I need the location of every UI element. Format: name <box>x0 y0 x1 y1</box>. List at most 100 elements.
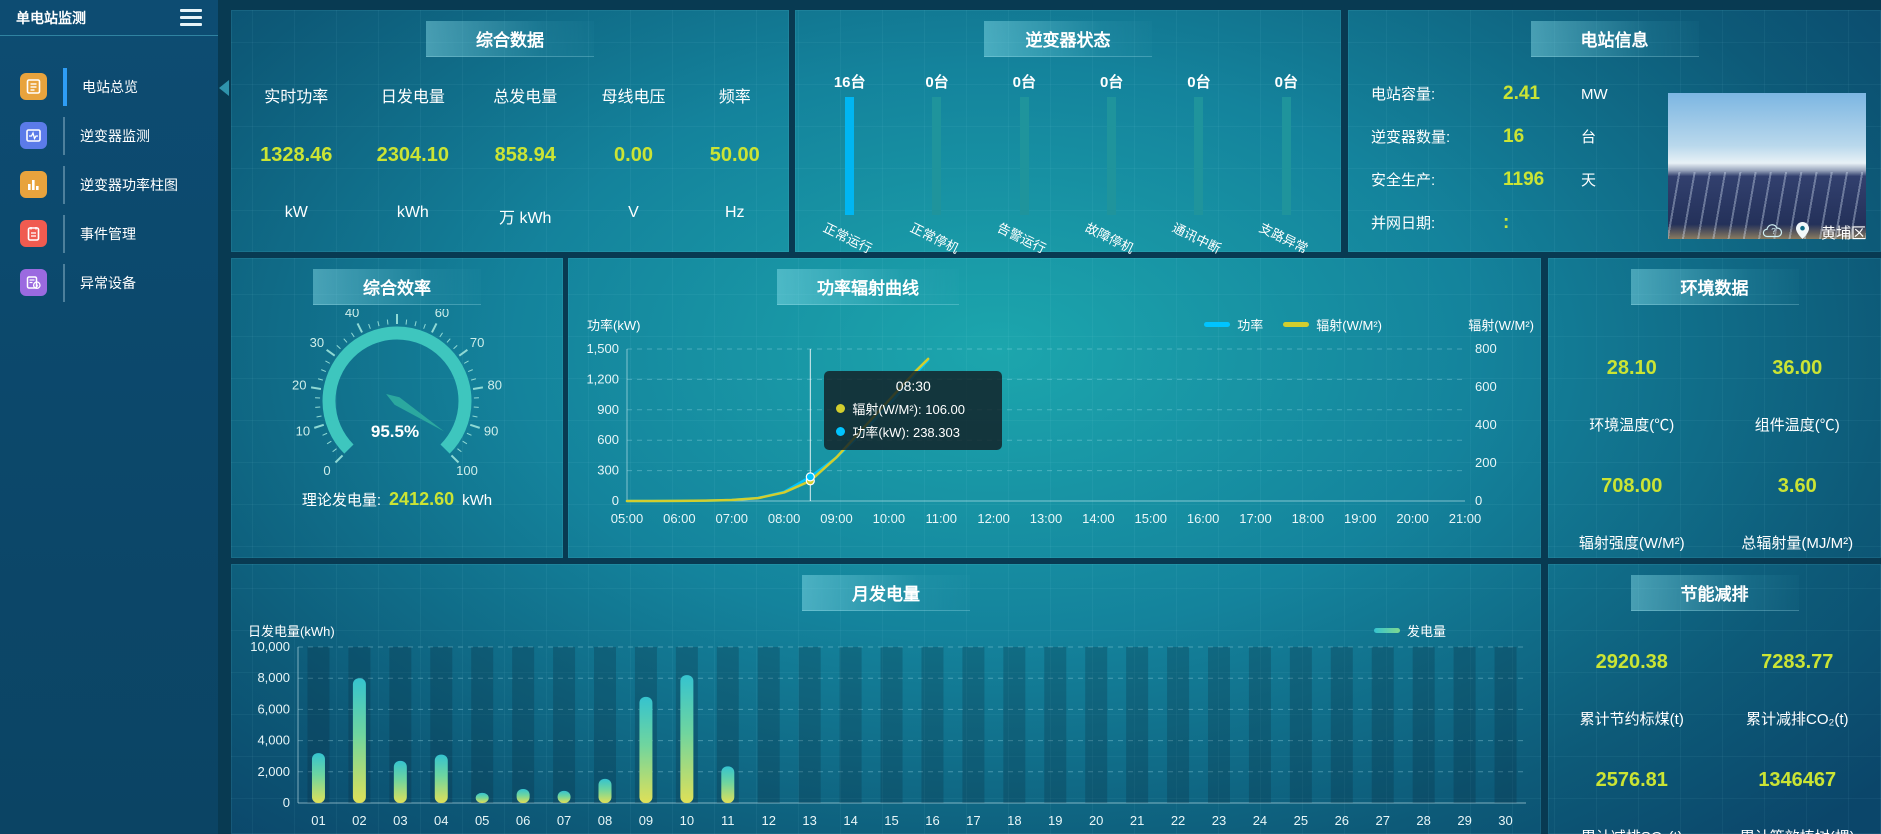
metric-coal-saved: 2920.38 累计节约标煤(t) <box>1549 651 1715 729</box>
legend-item[interactable]: 功率 <box>1204 315 1263 334</box>
svg-text:11: 11 <box>721 813 735 828</box>
hamburger-menu-icon[interactable] <box>180 9 202 26</box>
svg-text:1,500: 1,500 <box>586 341 619 356</box>
svg-text:24: 24 <box>1253 813 1267 828</box>
sidebar-item-label: 逆变器监测 <box>80 127 150 144</box>
station-photo <box>1668 93 1866 239</box>
notebook-icon <box>20 220 47 247</box>
legend-swatch <box>1283 322 1310 327</box>
svg-text:10: 10 <box>680 813 694 828</box>
power-chart-meta: 功率(kW) 功率 辐射(W/M²) 辐射(W/M²) <box>569 313 1540 337</box>
metric-frequency: 频率 50.00 Hz <box>710 83 760 228</box>
status-label: 支路异常 <box>1257 220 1311 257</box>
status-bar <box>932 97 942 215</box>
panel-title: 逆变器状态 <box>984 21 1152 57</box>
svg-text:13:00: 13:00 <box>1030 511 1063 526</box>
svg-text:4,000: 4,000 <box>257 733 290 748</box>
sidebar-item-label: 事件管理 <box>80 225 136 242</box>
metric-unit: kWh <box>396 204 429 221</box>
svg-text:80: 80 <box>488 378 502 393</box>
item-divider <box>63 214 65 253</box>
legend-label: 功率 <box>1237 318 1264 333</box>
efficiency-gauge-chart[interactable]: 010203040506070809010095.5% <box>232 309 562 487</box>
panel-title: 综合效率 <box>313 269 481 305</box>
metric-unit: V <box>628 204 639 221</box>
svg-text:10: 10 <box>296 424 310 439</box>
sidebar-item-label: 逆变器功率柱图 <box>80 176 178 193</box>
svg-text:600: 600 <box>597 432 619 447</box>
monthly-chart-legend[interactable]: 发电量 <box>1374 621 1446 640</box>
monthly-energy-chart[interactable]: 0 2,000 4,000 6,000 8,000 10,000 01 02 03 04 05 06 0… <box>240 639 1534 834</box>
active-indicator <box>63 67 67 106</box>
svg-text:6,000: 6,000 <box>257 701 290 716</box>
status-count: 16台 <box>833 74 866 91</box>
legend-item[interactable]: 辐射(W/M²) <box>1283 315 1382 334</box>
metric-value: 1346467 <box>1758 769 1837 791</box>
metric-realtime-power: 实时功率 1328.46 kW <box>260 83 332 228</box>
inverter-status-column: 0台 告警运行 <box>984 71 1064 256</box>
panel-power-radiation: 功率辐射曲线 功率(kW) 功率 辐射(W/M²) 辐射(W/M²) 0 300 6… <box>568 258 1541 558</box>
theoretical-energy: 理论发电量: 2412.60 kWh <box>232 489 562 510</box>
svg-text:10,000: 10,000 <box>250 639 290 654</box>
inverter-status-column: 0台 支路异常 <box>1246 71 1326 256</box>
svg-text:15:00: 15:00 <box>1134 511 1167 526</box>
metric-daily-energy: 日发电量 2304.10 kWh <box>377 83 449 228</box>
power-radiation-chart[interactable]: 0 300 600 900 1,200 1,500 0 200 400 600 800 05:00 06… <box>577 337 1534 542</box>
summary-metrics: 实时功率 1328.46 kW 日发电量 2304.10 kWh 总发电量 85… <box>232 83 788 228</box>
svg-text:12: 12 <box>761 813 775 828</box>
sidebar-header: 单电站监测 <box>0 0 218 36</box>
sidebar: 单电站监测 电站总览 逆变器监测 <box>0 0 218 834</box>
svg-text:200: 200 <box>1475 455 1497 470</box>
svg-text:2,000: 2,000 <box>257 764 290 779</box>
svg-text:14:00: 14:00 <box>1082 511 1115 526</box>
weather-cloud-icon: ? <box>1762 223 1784 243</box>
sidebar-item-event-management[interactable]: 事件管理 <box>0 209 218 258</box>
sidebar-item-station-overview[interactable]: 电站总览 <box>0 62 218 111</box>
panel-title: 电站信息 <box>1530 21 1699 57</box>
status-label: 正常停机 <box>907 220 962 257</box>
sidebar-item-inverter-monitor[interactable]: 逆变器监测 <box>0 111 218 160</box>
inverter-status-column: 0台 正常停机 <box>897 71 977 256</box>
metric-value: 858.94 <box>494 144 556 166</box>
row-label: 电站容量: <box>1371 86 1436 103</box>
svg-text:01: 01 <box>311 813 325 828</box>
svg-text:06: 06 <box>516 813 530 828</box>
sidebar-item-inverter-power-bars[interactable]: 逆变器功率柱图 <box>0 160 218 209</box>
svg-text:28: 28 <box>1416 813 1430 828</box>
row-value: 16 <box>1503 126 1525 147</box>
svg-text:05: 05 <box>475 813 489 828</box>
monthly-chart-meta: 日发电量(kWh) 发电量 <box>232 617 1540 639</box>
metric-label: 实时功率 <box>264 89 329 106</box>
item-divider <box>63 165 65 204</box>
metric-unit: kW <box>284 204 308 221</box>
svg-text:26: 26 <box>1335 813 1349 828</box>
panel-summary: 综合数据 实时功率 1328.46 kW 日发电量 2304.10 kWh 总发… <box>231 10 789 252</box>
legend-swatch <box>1374 628 1400 633</box>
svg-text:8,000: 8,000 <box>257 670 290 685</box>
svg-text:1,200: 1,200 <box>586 371 619 386</box>
collapse-arrow-icon[interactable] <box>219 80 229 96</box>
row-label: 安全生产: <box>1371 172 1436 189</box>
svg-text:06:00: 06:00 <box>663 511 696 526</box>
svg-text:60: 60 <box>435 309 449 320</box>
sidebar-item-abnormal-devices[interactable]: 异常设备 <box>0 258 218 307</box>
row-value: 1196 <box>1503 169 1545 190</box>
svg-text:0: 0 <box>612 493 619 508</box>
panel-environment: 环境数据 28.10 环境温度(℃) 36.00 组件温度(℃) 708.00 … <box>1548 258 1881 558</box>
power-chart-legend[interactable]: 功率 辐射(W/M²) <box>1204 315 1382 334</box>
svg-text:18:00: 18:00 <box>1292 511 1325 526</box>
series-dot-icon <box>836 427 846 436</box>
svg-text:100: 100 <box>456 463 478 478</box>
svg-text:08:00: 08:00 <box>768 511 801 526</box>
svg-text:40: 40 <box>345 309 359 320</box>
svg-text:09: 09 <box>639 813 653 828</box>
metric-value: 28.10 <box>1606 357 1657 379</box>
svg-text:400: 400 <box>1475 417 1497 432</box>
status-label: 告警运行 <box>995 220 1049 257</box>
metric-label: 辐射强度(W/M²) <box>1578 535 1685 552</box>
svg-text:90: 90 <box>484 424 498 439</box>
station-capacity-row: 电站容量: 2.41 MW <box>1371 83 1668 105</box>
status-bar <box>1019 97 1029 215</box>
svg-text:22: 22 <box>1171 813 1185 828</box>
inverter-status-chart[interactable]: 16台 正常运行 0台 正常停机 0台 告警运行 0台 故障停机 0台 通讯中断… <box>796 71 1340 256</box>
